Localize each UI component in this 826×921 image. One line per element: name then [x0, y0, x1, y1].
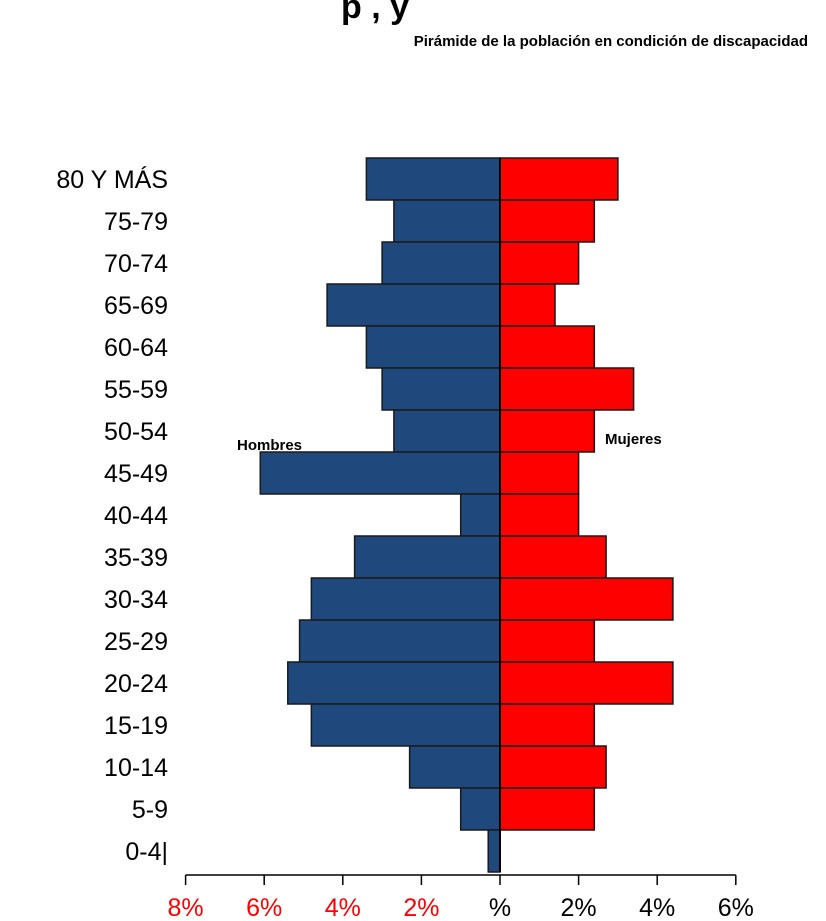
x-tick-label: % — [489, 894, 511, 921]
category-label: 40-44 — [104, 502, 168, 530]
category-label: 30-34 — [104, 586, 168, 614]
category-label: 75-79 — [104, 208, 168, 236]
bar-mujeres-5-9 — [499, 787, 596, 831]
bar-hombres-70-74 — [381, 241, 501, 285]
bar-mujeres-60-64 — [499, 325, 596, 369]
x-tick-label: 6% — [718, 894, 754, 921]
bar-hombres-15-19 — [310, 703, 501, 747]
bar-hombres-80-Y-M-S — [365, 157, 501, 201]
bar-hombres-75-79 — [393, 199, 501, 243]
category-label: 5-9 — [132, 796, 168, 824]
bar-hombres-10-14 — [408, 745, 501, 789]
series-labels-group: Hombres Mujeres — [237, 431, 662, 454]
x-tick-label: 2% — [403, 894, 439, 921]
x-tick-label: 8% — [168, 894, 204, 921]
category-label: 0-4| — [125, 838, 168, 866]
bar-hombres-0-4- — [487, 829, 501, 873]
category-label: 65-69 — [104, 292, 168, 320]
bar-hombres-45-49 — [259, 451, 501, 495]
category-label: 35-39 — [104, 544, 168, 572]
bar-mujeres-50-54 — [499, 409, 596, 453]
bar-mujeres-65-69 — [499, 283, 556, 327]
bar-mujeres-20-24 — [499, 661, 674, 705]
bar-hombres-25-29 — [298, 619, 501, 663]
category-label: 60-64 — [104, 334, 168, 362]
x-axis: 8% 6% 4% 2%% 2% 4% 6% — [168, 158, 754, 921]
bar-hombres-5-9 — [459, 787, 501, 831]
category-label: 45-49 — [104, 460, 168, 488]
series-label-hombres: Hombres — [237, 437, 302, 454]
chart-subtitle: Pirámide de la población en condición de… — [414, 33, 808, 50]
category-label: 50-54 — [104, 418, 168, 446]
bar-hombres-30-34 — [310, 577, 501, 621]
bar-hombres-65-69 — [326, 283, 501, 327]
bar-mujeres-35-39 — [499, 535, 607, 579]
bar-mujeres-30-34 — [499, 577, 674, 621]
x-tick-label: 4% — [639, 894, 675, 921]
bar-mujeres-15-19 — [499, 703, 596, 747]
chart-title: p , y — [341, 0, 409, 26]
x-tick-label: 4% — [325, 894, 361, 921]
bar-hombres-20-24 — [287, 661, 501, 705]
category-label: 70-74 — [104, 250, 168, 278]
bar-mujeres-75-79 — [499, 199, 596, 243]
category-labels-group: 80 Y MÁS 75-79 70-74 65-69 60-64 55-59 50-54 45… — [56, 165, 168, 866]
category-label: 80 Y MÁS — [56, 165, 168, 194]
bar-mujeres-45-49 — [499, 451, 580, 495]
bar-mujeres-10-14 — [499, 745, 607, 789]
bar-mujeres-25-29 — [499, 619, 596, 663]
bars-group — [259, 157, 674, 873]
bar-hombres-60-64 — [365, 325, 501, 369]
series-label-mujeres: Mujeres — [605, 431, 662, 448]
bar-mujeres-70-74 — [499, 241, 580, 285]
bar-hombres-40-44 — [459, 493, 501, 537]
category-label: 55-59 — [104, 376, 168, 404]
bar-hombres-55-59 — [381, 367, 501, 411]
bar-mujeres-55-59 — [499, 367, 635, 411]
bar-mujeres-80-Y-M-S — [499, 157, 619, 201]
bar-hombres-35-39 — [353, 535, 501, 579]
category-label: 20-24 — [104, 670, 168, 698]
category-label: 15-19 — [104, 712, 168, 740]
x-tick-label: 2% — [561, 894, 597, 921]
bar-hombres-50-54 — [393, 409, 501, 453]
category-label: 25-29 — [104, 628, 168, 656]
x-tick-label: 6% — [246, 894, 282, 921]
bar-mujeres-40-44 — [499, 493, 580, 537]
category-label: 10-14 — [104, 754, 168, 782]
